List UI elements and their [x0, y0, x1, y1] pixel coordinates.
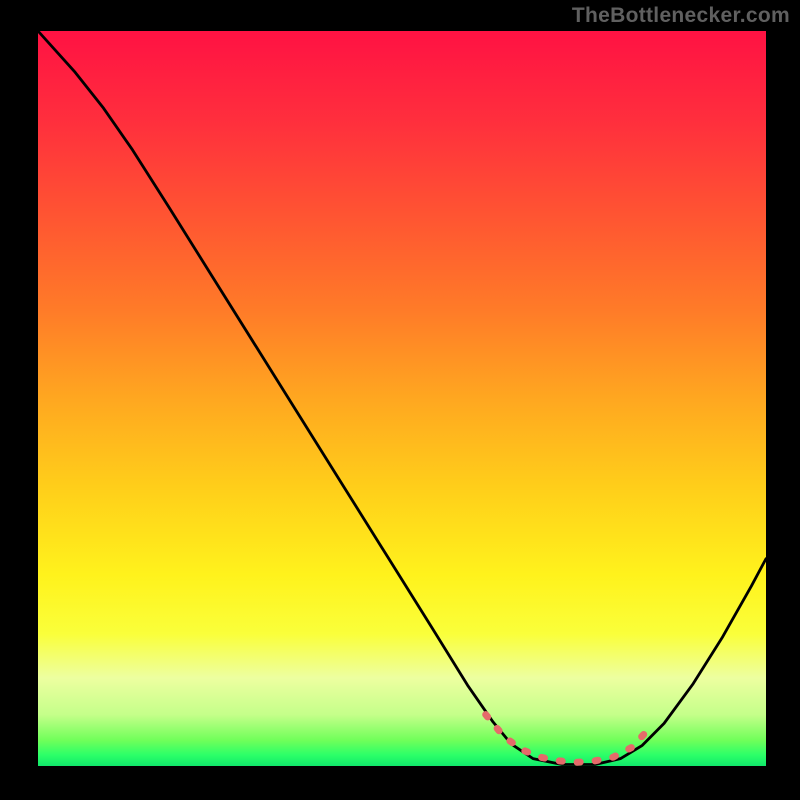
plot-background — [38, 31, 766, 766]
watermark-text: TheBottlenecker.com — [572, 4, 790, 28]
chart-svg — [0, 0, 800, 800]
chart-container: TheBottlenecker.com — [0, 0, 800, 800]
